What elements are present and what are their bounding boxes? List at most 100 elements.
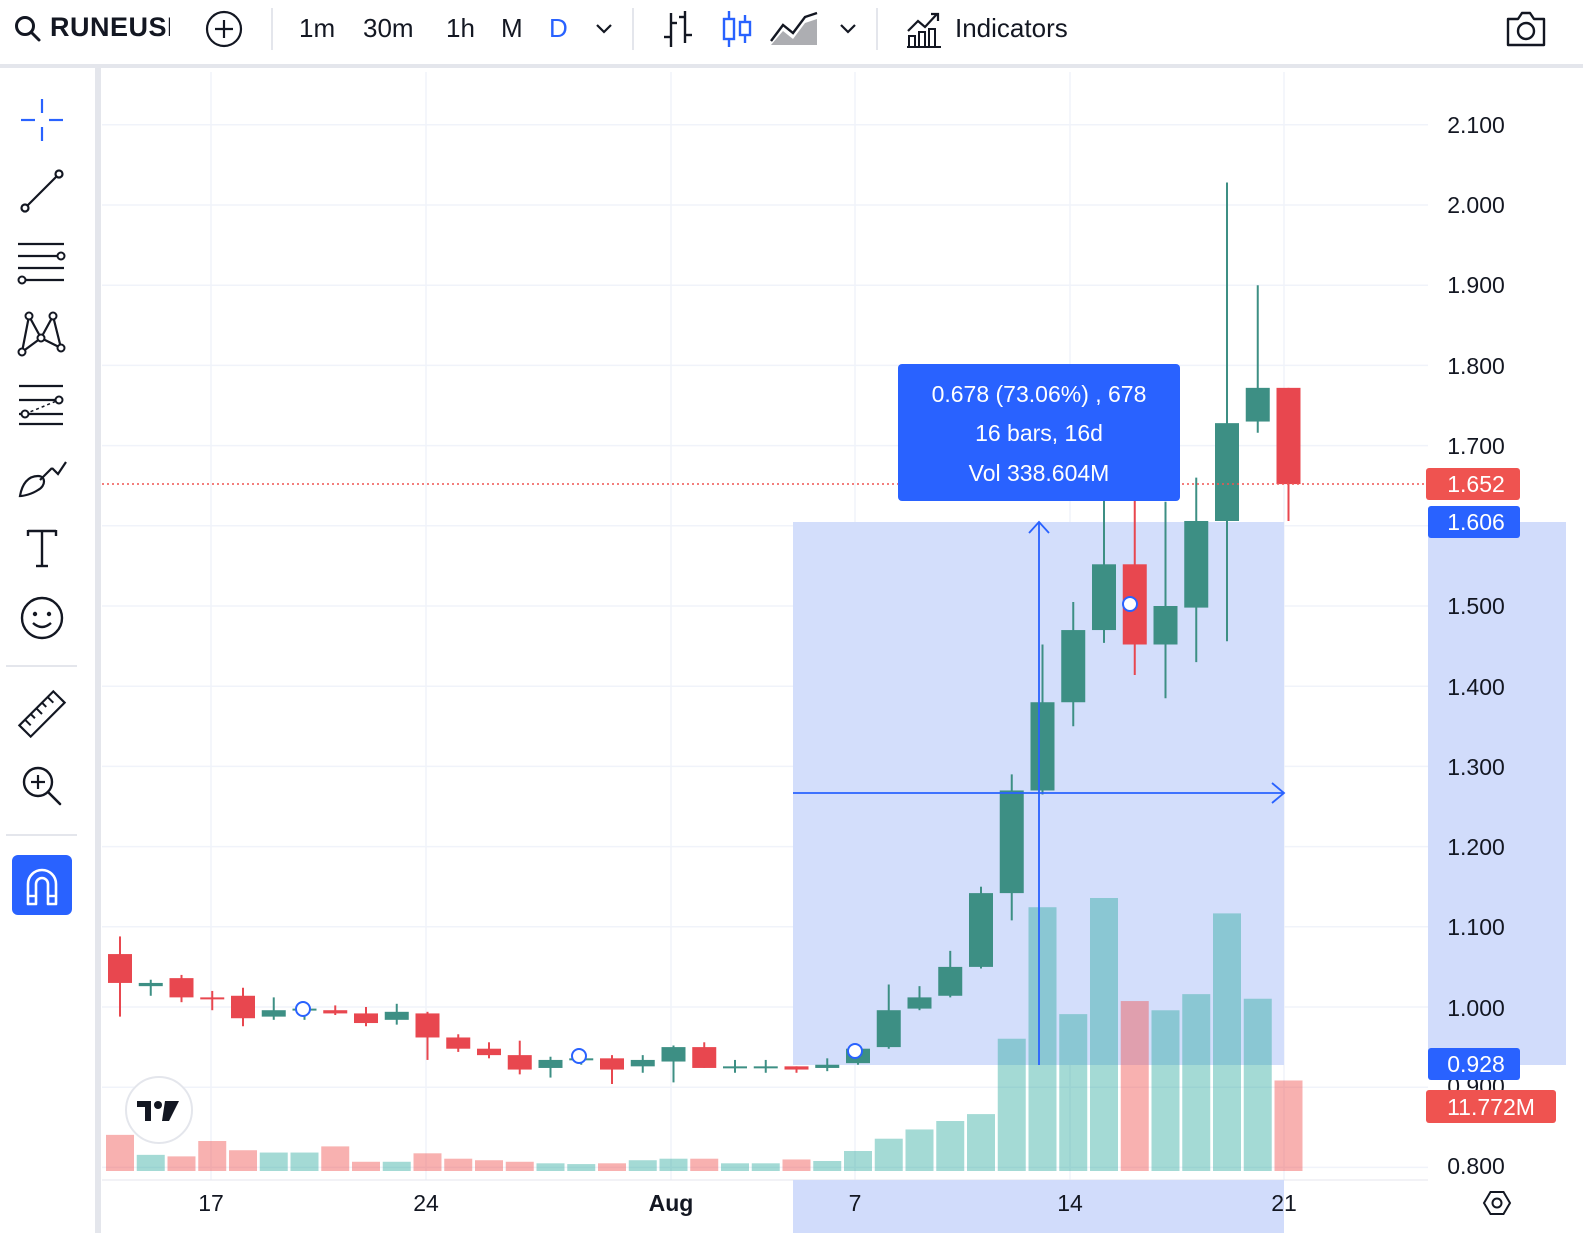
- volume-bar: [1151, 1010, 1180, 1171]
- fib-tool[interactable]: [14, 234, 70, 290]
- text-icon: [26, 529, 58, 568]
- text-tool[interactable]: [14, 520, 70, 576]
- price-label: 1.300: [1447, 754, 1505, 780]
- price-label: 1.000: [1447, 995, 1505, 1021]
- candle-body: [753, 1066, 778, 1069]
- chart-type-dropdown-button[interactable]: [834, 14, 862, 42]
- measure-change-text: 0.678 (73.06%) , 678: [932, 381, 1147, 407]
- candle-body: [692, 1047, 717, 1068]
- indicators-button[interactable]: [903, 6, 1093, 52]
- price-label: 1.700: [1447, 433, 1505, 459]
- chevron-down-icon: [596, 24, 612, 34]
- price-label: 0.800: [1447, 1153, 1505, 1179]
- trendline-icon: [20, 169, 64, 213]
- volume-bar: [106, 1134, 134, 1171]
- add-symbol-icon: [205, 10, 243, 48]
- candle-body: [661, 1047, 686, 1062]
- svg-text:0.928: 0.928: [1447, 1051, 1505, 1077]
- candle-body: [600, 1058, 624, 1070]
- symbol-search-button[interactable]: RUNEUSD: [0, 0, 172, 58]
- fib-levels-icon: [17, 242, 66, 285]
- volume-bar: [136, 1154, 165, 1171]
- measure-start-handle[interactable]: [847, 1043, 863, 1059]
- measure-anchors[interactable]: [295, 596, 1138, 1064]
- forecast-tool[interactable]: [14, 376, 70, 432]
- tradingview-logo-icon[interactable]: [125, 1076, 193, 1144]
- magnet-tool[interactable]: [12, 855, 72, 915]
- brush-tool[interactable]: [14, 450, 70, 506]
- camera-icon: [1506, 11, 1546, 47]
- time-axis[interactable]: 17 24 Aug 7 14 21: [198, 1190, 1297, 1216]
- snapshot-button[interactable]: [1502, 6, 1550, 52]
- interval-day[interactable]: D: [549, 13, 568, 43]
- emoji-icon: [20, 596, 64, 640]
- volume-bar: [229, 1150, 257, 1171]
- range-low-tag: 0.928: [1428, 1048, 1520, 1080]
- candle-body: [1245, 387, 1270, 422]
- volume-bar: [874, 1138, 903, 1171]
- compare-symbol-button[interactable]: [202, 7, 246, 51]
- zoom-in-tool[interactable]: [14, 758, 70, 814]
- candle-body: [415, 1013, 440, 1038]
- chart-settings-icon[interactable]: [1482, 1191, 1512, 1215]
- marker-point[interactable]: [571, 1048, 587, 1064]
- candle-body: [477, 1048, 501, 1056]
- volume-bar: [628, 1160, 657, 1171]
- area-chart-button[interactable]: [768, 8, 820, 50]
- crosshair-tool[interactable]: [14, 92, 70, 148]
- svg-text:1.652: 1.652: [1447, 471, 1505, 497]
- pattern-icon: [17, 311, 66, 357]
- volume-bar: [1182, 994, 1211, 1171]
- interval-dropdown-button[interactable]: [590, 14, 618, 42]
- bar-chart-type-icon: [664, 11, 692, 47]
- volume-bar: [1243, 998, 1272, 1171]
- svg-text:11.772M: 11.772M: [1447, 1094, 1535, 1120]
- interval-month[interactable]: M: [501, 13, 523, 43]
- volume-bar: [936, 1121, 965, 1171]
- interval-1m[interactable]: 1m: [299, 13, 336, 43]
- candle-body: [1276, 387, 1301, 485]
- candle-body: [938, 966, 963, 996]
- candlestick-series: [108, 182, 1301, 1084]
- volume-bar: [598, 1163, 626, 1171]
- volume-bar: [997, 1038, 1026, 1171]
- volume-bar: [321, 1146, 350, 1171]
- candle-body: [323, 1010, 348, 1014]
- pattern-tool[interactable]: [14, 305, 70, 361]
- time-label: 7: [849, 1190, 862, 1216]
- emoji-tool[interactable]: [14, 590, 70, 646]
- marker-point[interactable]: [295, 1001, 311, 1017]
- candle-body: [630, 1059, 655, 1067]
- candle-body: [169, 978, 194, 998]
- bar-chart-button[interactable]: [658, 8, 698, 50]
- measure-time-band: [793, 1180, 1284, 1233]
- candle-body: [815, 1064, 840, 1068]
- measure-end-handle[interactable]: [1122, 596, 1138, 612]
- chevron-down-icon: [840, 24, 856, 34]
- candle-chart-button[interactable]: [717, 8, 757, 50]
- trendline-tool[interactable]: [14, 163, 70, 219]
- volume-bar: [382, 1161, 411, 1171]
- price-label: 1.900: [1447, 272, 1505, 298]
- volume-bar: [1090, 898, 1118, 1171]
- volume-bar: [505, 1161, 534, 1171]
- ruler-tool[interactable]: [14, 686, 70, 742]
- magnet-icon: [26, 868, 58, 906]
- measure-info-box: 0.678 (73.06%) , 678 16 bars, 16d Vol 33…: [898, 364, 1180, 501]
- candle-body: [1215, 423, 1239, 521]
- measure-volume-text: Vol 338.604M: [969, 460, 1110, 486]
- interval-30m[interactable]: 30m: [363, 13, 414, 43]
- price-label: 2.000: [1447, 192, 1505, 218]
- volume-bar: [1274, 1080, 1303, 1171]
- forecast-icon: [19, 384, 64, 426]
- price-label: 2.100: [1447, 112, 1505, 138]
- volume-bar: [167, 1156, 196, 1171]
- volume-tag: 11.772M: [1426, 1090, 1556, 1123]
- volume-bar: [751, 1163, 780, 1171]
- volume-bar: [444, 1158, 473, 1171]
- volume-bar: [1028, 907, 1057, 1171]
- time-label: 24: [413, 1190, 439, 1216]
- candle-body: [446, 1037, 471, 1049]
- interval-1h[interactable]: 1h: [446, 13, 475, 43]
